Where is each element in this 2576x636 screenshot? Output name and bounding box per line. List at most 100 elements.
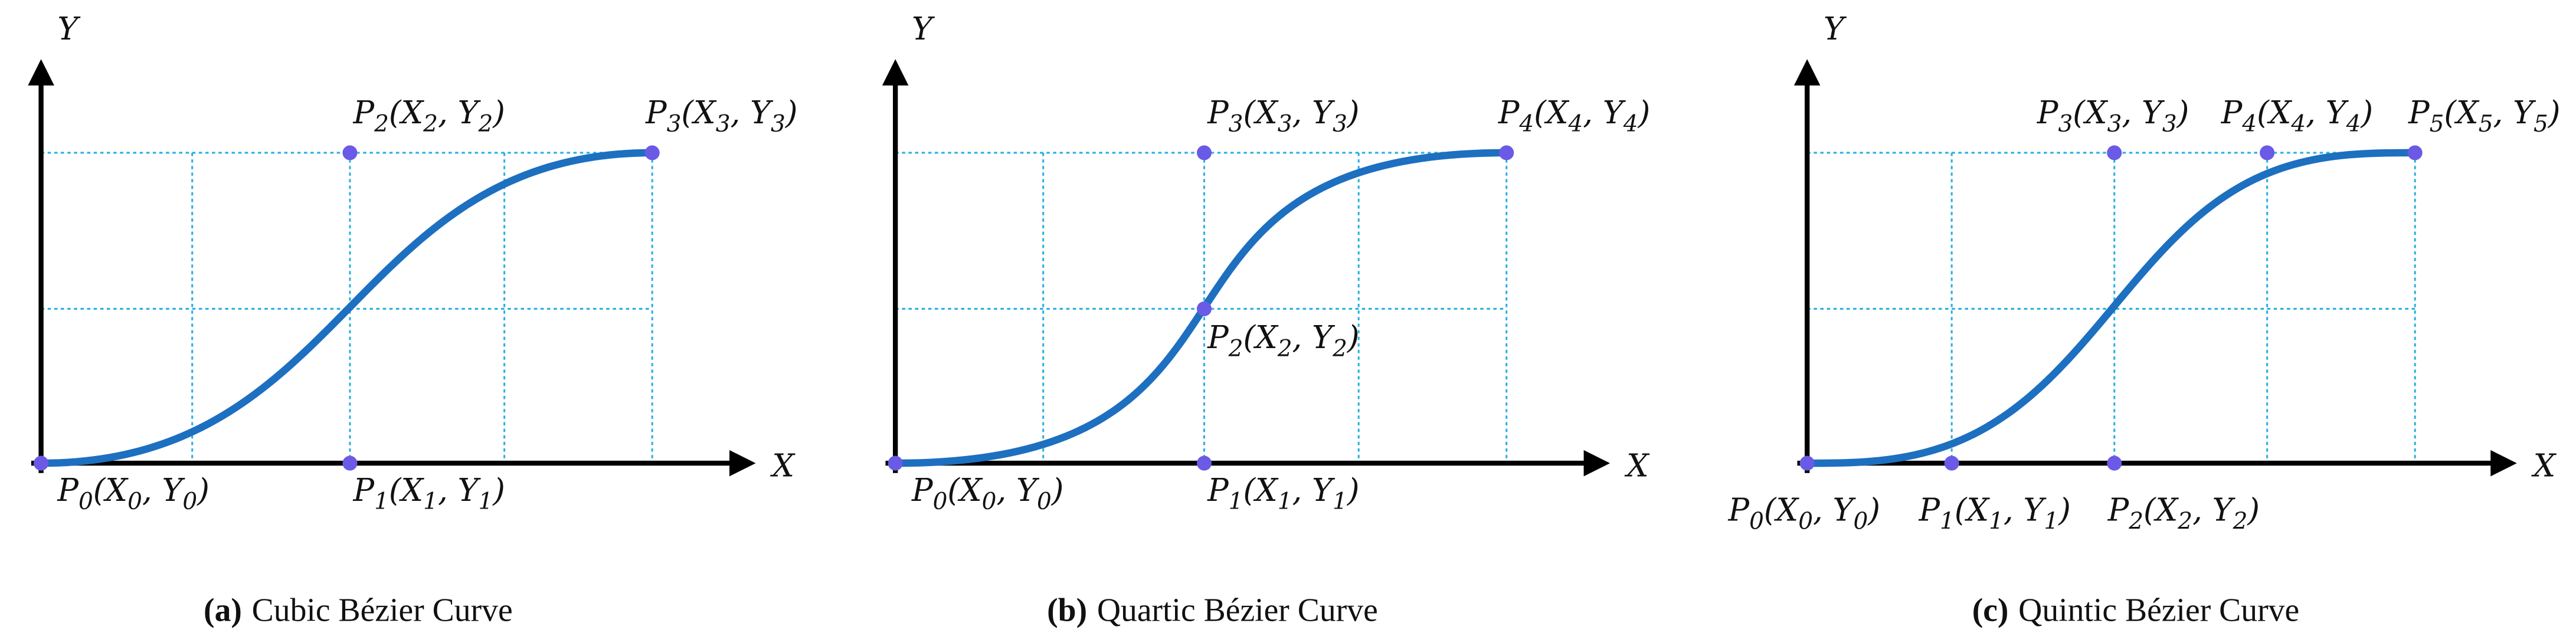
caption-tag: (b) <box>1047 592 1087 628</box>
label-part: P <box>353 473 375 509</box>
label-part: P <box>1207 95 1229 131</box>
label-part: P <box>2037 95 2059 131</box>
caption-tag: (c) <box>1972 592 2009 628</box>
subscript: 0 <box>78 489 93 515</box>
point-label: P0(X0, Y0) <box>1728 493 1880 535</box>
label-part: P <box>1918 493 1940 529</box>
label-part: , Y <box>996 473 1040 509</box>
label-part: ) <box>2058 493 2071 529</box>
subscript: 0 <box>1854 508 1868 535</box>
subscript: 4 <box>1518 111 1534 137</box>
label-part: , Y <box>1813 493 1857 529</box>
label-part: P <box>1207 320 1229 356</box>
control-point <box>1196 455 1212 471</box>
point-label: P3(X3, Y3) <box>1207 95 1359 137</box>
label-part: (X <box>1243 473 1279 509</box>
control-point <box>1944 455 1959 471</box>
y-axis-label: Y <box>1824 11 1847 47</box>
control-point <box>1196 145 1212 160</box>
caption-tag: (a) <box>204 592 242 628</box>
subscript: 1 <box>423 489 438 515</box>
x-arrow <box>2490 450 2517 477</box>
label-part: (X <box>389 95 425 131</box>
point-label: P4(X4, Y4) <box>1498 95 1650 137</box>
label-part: , Y <box>1292 95 1336 131</box>
subscript: 5 <box>2479 111 2493 137</box>
subscript: 3 <box>2162 111 2177 137</box>
label-part: , Y <box>730 95 774 131</box>
label-part: P <box>645 95 667 131</box>
label-part: , Y <box>1292 473 1336 509</box>
label-part: P <box>57 473 79 509</box>
subscript: 2 <box>2233 508 2248 535</box>
subscript: 0 <box>1749 508 1764 535</box>
subscript: 0 <box>1037 489 1052 515</box>
label-part: ) <box>1867 493 1880 529</box>
subscript: 2 <box>2128 508 2143 535</box>
label-part: (X <box>2073 95 2109 131</box>
caption: (c) Quintic Bézier Curve <box>1972 592 2299 628</box>
caption-text: Quintic Bézier Curve <box>2018 592 2299 628</box>
label-part: (X <box>2143 493 2179 529</box>
control-point <box>2107 145 2122 160</box>
label-part: (X <box>93 473 129 509</box>
x-arrow <box>729 450 756 477</box>
subscript: 4 <box>2241 111 2257 137</box>
point-label: P1(X1, Y1) <box>1207 473 1359 515</box>
subscript: 3 <box>1333 111 1347 137</box>
caption-text: Quartic Bézier Curve <box>1097 592 1378 628</box>
y-arrow <box>1793 59 1821 86</box>
label-part: (X <box>947 473 983 509</box>
bezier-curve <box>1803 149 2419 467</box>
x-axis-label: X <box>770 448 796 484</box>
label-part: P <box>1207 473 1229 509</box>
label-part: ) <box>1051 473 1064 509</box>
control-point <box>1499 145 1514 160</box>
label-part: ) <box>1347 320 1360 356</box>
label-part: ) <box>1347 473 1360 509</box>
control-point <box>888 455 903 471</box>
caption-text: Cubic Bézier Curve <box>252 592 513 628</box>
subscript: 1 <box>374 489 389 515</box>
caption: (b) Quartic Bézier Curve <box>1047 592 1378 628</box>
label-part: ) <box>1638 95 1651 131</box>
label-part: (X <box>1764 493 1800 529</box>
label-part: (X <box>1243 95 1279 131</box>
point-label: P3(X3, Y3) <box>645 95 797 137</box>
subscript: 2 <box>423 111 438 137</box>
subscript: 1 <box>479 489 493 515</box>
label-part: (X <box>1243 320 1279 356</box>
subscript: 1 <box>1229 489 1243 515</box>
subscript: 0 <box>1798 508 1813 535</box>
subscript: 2 <box>374 111 389 137</box>
control-point <box>2107 455 2122 471</box>
label-part: ) <box>197 473 210 509</box>
point-label: P0(X0, Y0) <box>911 473 1063 515</box>
subscript: 0 <box>127 489 142 515</box>
label-part: , Y <box>2122 95 2165 131</box>
label-part: ) <box>1347 95 1360 131</box>
bezier-curve <box>37 149 656 467</box>
label-part: (X <box>681 95 717 131</box>
subscript: 4 <box>2290 111 2306 137</box>
label-part: (X <box>1955 493 1991 529</box>
control-point <box>1196 301 1212 316</box>
subscript: 1 <box>1940 508 1955 535</box>
label-part: P <box>2107 493 2130 529</box>
subscript: 5 <box>2430 111 2444 137</box>
label-part: ) <box>2548 95 2561 131</box>
subscript: 0 <box>182 489 197 515</box>
subscript: 3 <box>771 111 785 137</box>
x-axis-label: X <box>1624 448 1650 484</box>
label-part: , Y <box>438 95 482 131</box>
label-part: (X <box>389 473 425 509</box>
y-axis-label: Y <box>57 11 81 47</box>
label-part: P <box>2408 95 2430 131</box>
control-point <box>644 145 660 160</box>
label-part: ) <box>492 95 505 131</box>
label-part: , Y <box>2493 95 2537 131</box>
subscript: 3 <box>2058 111 2073 137</box>
label-part: , Y <box>2306 95 2349 131</box>
